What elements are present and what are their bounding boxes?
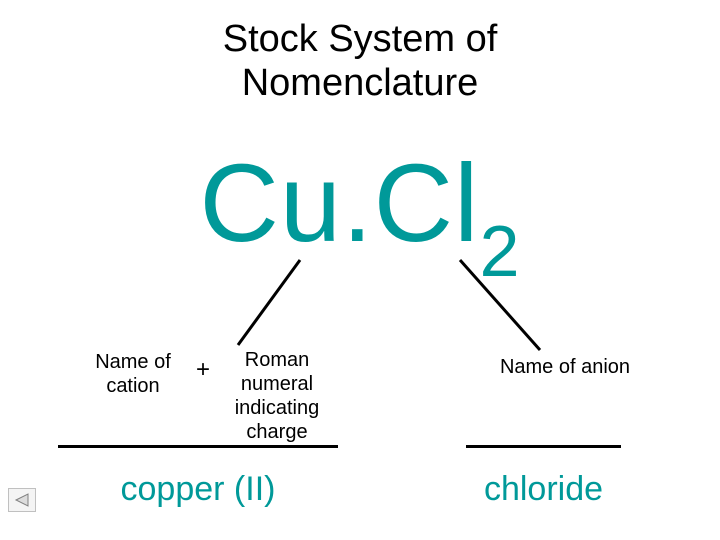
back-arrow-icon: [14, 493, 30, 507]
connector-lines: [0, 0, 720, 540]
label-roman-line1: Roman: [245, 349, 309, 371]
label-roman-line4: charge: [246, 421, 307, 443]
answer-anion: chloride: [466, 470, 621, 509]
label-roman-line3: indicating: [235, 397, 320, 419]
back-button[interactable]: [8, 488, 36, 512]
label-cation-line2: cation: [106, 375, 159, 397]
line-from-cl: [460, 260, 540, 350]
line-from-cu: [238, 260, 300, 345]
label-cation: Name of cation: [78, 350, 188, 398]
slide-canvas: Stock System of Nomenclature Cu.Cl2 Name…: [0, 0, 720, 540]
answer-cation: copper (II): [58, 470, 338, 509]
label-roman-line2: numeral: [241, 373, 313, 395]
plus-sign: +: [196, 356, 210, 384]
underline-anion: [466, 445, 621, 448]
label-cation-line1: Name of: [95, 351, 171, 373]
underline-cation: [58, 445, 338, 448]
label-anion: Name of anion: [480, 356, 650, 379]
label-roman-numeral: Roman numeral indicating charge: [222, 348, 332, 444]
